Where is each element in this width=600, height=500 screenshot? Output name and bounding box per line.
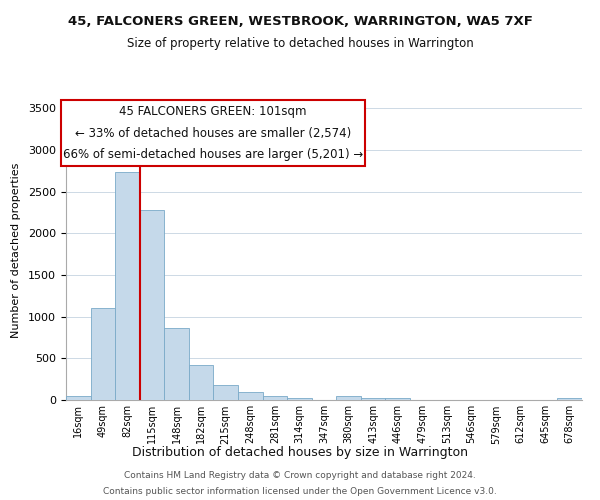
Bar xyxy=(91,308,115,400)
Text: 45 FALCONERS GREEN: 101sqm: 45 FALCONERS GREEN: 101sqm xyxy=(119,106,307,118)
Bar xyxy=(66,396,91,400)
Text: ← 33% of detached houses are smaller (2,574): ← 33% of detached houses are smaller (2,… xyxy=(75,126,351,140)
Bar xyxy=(263,396,287,400)
Bar xyxy=(189,365,214,400)
Bar xyxy=(164,328,189,400)
Bar xyxy=(336,396,361,400)
Y-axis label: Number of detached properties: Number of detached properties xyxy=(11,162,21,338)
Text: 66% of semi-detached houses are larger (5,201) →: 66% of semi-detached houses are larger (… xyxy=(63,148,363,160)
Bar xyxy=(557,398,582,400)
Bar xyxy=(115,172,140,400)
Text: Size of property relative to detached houses in Warrington: Size of property relative to detached ho… xyxy=(127,38,473,51)
Text: Contains HM Land Registry data © Crown copyright and database right 2024.: Contains HM Land Registry data © Crown c… xyxy=(124,472,476,480)
Bar xyxy=(361,398,385,400)
Text: Distribution of detached houses by size in Warrington: Distribution of detached houses by size … xyxy=(132,446,468,459)
Bar xyxy=(140,210,164,400)
FancyBboxPatch shape xyxy=(61,100,365,166)
Bar xyxy=(238,392,263,400)
Bar xyxy=(214,386,238,400)
Text: 45, FALCONERS GREEN, WESTBROOK, WARRINGTON, WA5 7XF: 45, FALCONERS GREEN, WESTBROOK, WARRINGT… xyxy=(68,15,532,28)
Bar xyxy=(385,398,410,400)
Bar xyxy=(287,398,312,400)
Text: Contains public sector information licensed under the Open Government Licence v3: Contains public sector information licen… xyxy=(103,486,497,496)
